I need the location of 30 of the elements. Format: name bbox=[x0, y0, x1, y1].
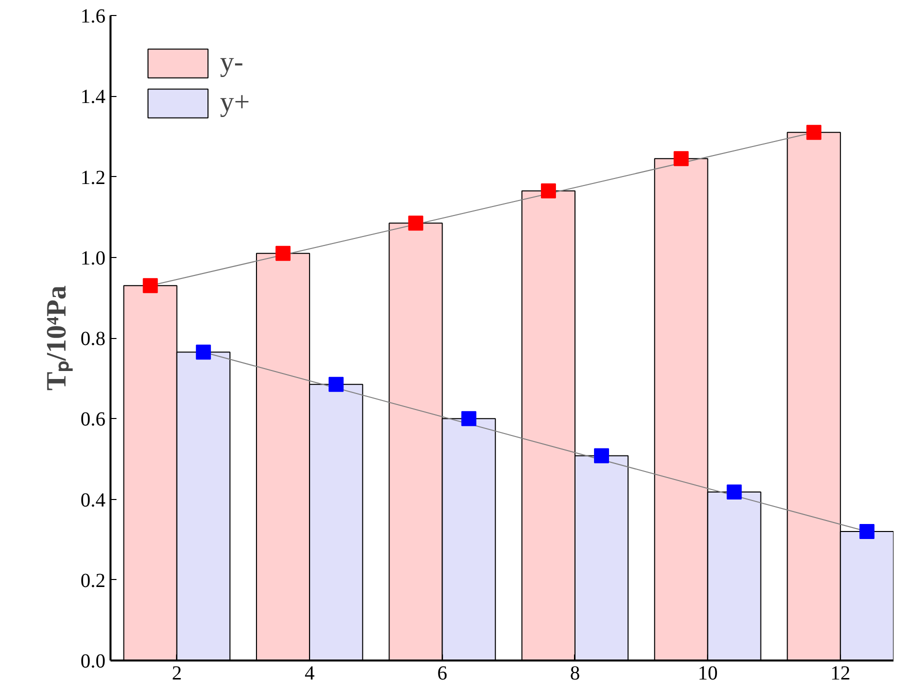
y-tick-label: 0.6 bbox=[80, 408, 106, 431]
x-tick-label: 6 bbox=[437, 662, 448, 684]
legend-label: y+ bbox=[220, 87, 250, 119]
y-tick-label: 0.8 bbox=[80, 328, 106, 350]
y-tick-label: 0.4 bbox=[80, 489, 106, 512]
y-tick-label: 1.4 bbox=[80, 86, 106, 108]
legend-label: y- bbox=[220, 47, 244, 79]
x-tick-label: 4 bbox=[304, 662, 315, 684]
y-axis-title: Tₚ/10⁴Pa bbox=[42, 286, 74, 390]
x-tick-label: 8 bbox=[570, 662, 580, 684]
point bbox=[594, 448, 610, 464]
point bbox=[408, 216, 424, 231]
point bbox=[328, 376, 344, 392]
x-tick-label: 12 bbox=[830, 662, 850, 684]
x-tick-label: 2 bbox=[172, 662, 182, 684]
point bbox=[540, 183, 556, 198]
point bbox=[461, 411, 476, 426]
y-tick-label: 0.2 bbox=[80, 570, 106, 592]
y-tick-label: 1.0 bbox=[80, 247, 106, 270]
point bbox=[142, 278, 158, 294]
point bbox=[859, 524, 874, 539]
point bbox=[276, 246, 291, 261]
y-tick-label: 1.6 bbox=[80, 6, 106, 28]
point bbox=[726, 484, 742, 500]
y-tick-label: 1.2 bbox=[80, 166, 106, 189]
y-tick-label: 0.0 bbox=[80, 650, 106, 672]
x-tick-label: 10 bbox=[698, 662, 718, 684]
point bbox=[196, 344, 211, 360]
point bbox=[674, 151, 689, 166]
point bbox=[806, 124, 822, 140]
